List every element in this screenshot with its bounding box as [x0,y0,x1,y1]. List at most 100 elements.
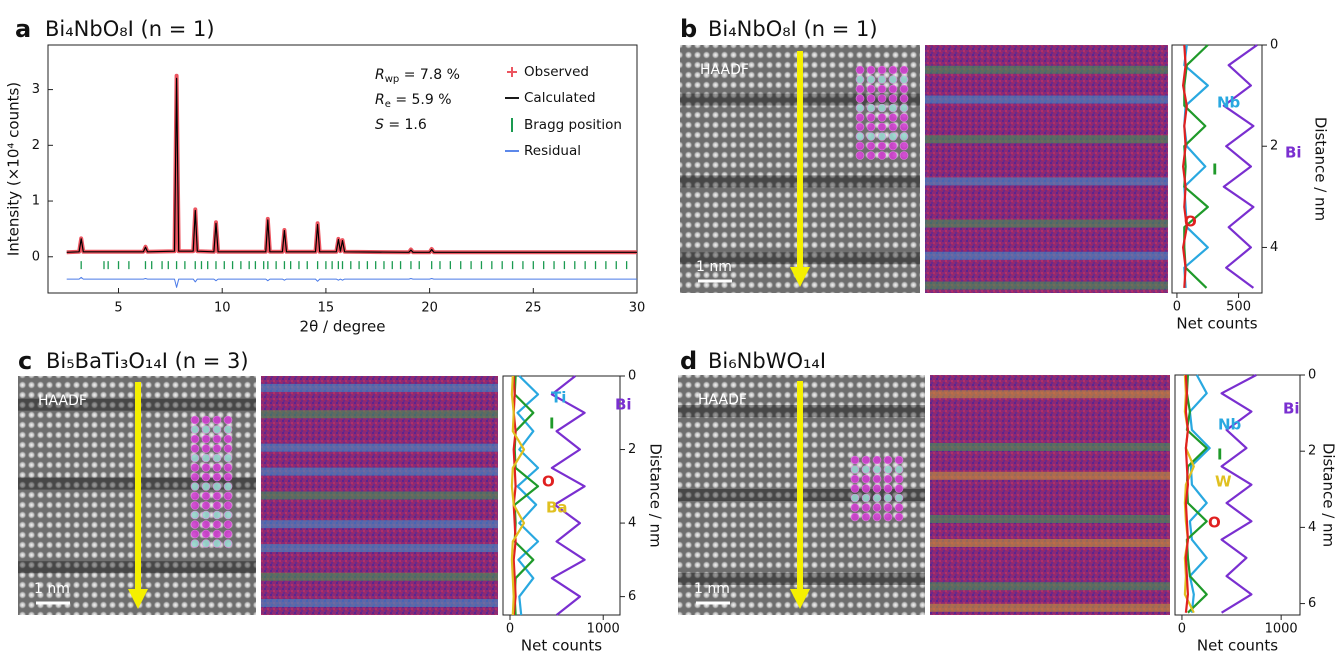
inset-atom [855,141,865,151]
inset-atom [223,425,233,434]
inset-atom [877,84,887,94]
eds-map [925,45,1168,293]
inset-atom [223,472,233,482]
inset-atom [190,539,200,548]
inset-atom [899,113,909,122]
panel-title: Bi₆NbWO₁₄I [708,349,826,373]
inset-atom [223,482,233,491]
inset-atom [850,455,860,465]
panel-label: c [18,347,32,375]
eds-stripe [261,599,498,608]
inset-atom [872,493,882,503]
annotation-subscript: e [385,99,391,110]
inset-atom [201,434,211,444]
inset-atom [850,512,860,522]
inset-atom [866,132,876,141]
inset-atom [201,491,211,501]
panel-label: a [15,15,31,43]
inset-atom [888,84,898,94]
inset-atom [872,455,882,465]
x-tick-label: 10 [214,301,231,316]
annotation: Re = 5.9 % [375,92,452,110]
inset-atom [866,113,876,122]
eds-stripe [261,410,498,419]
scan-arrow-head [790,589,810,609]
y-tick-label: 0 [1270,38,1278,53]
inset-atom [223,491,233,501]
inset-atom [894,455,904,465]
inset-atom [894,465,904,474]
eds-stripe [930,603,1170,612]
eds-stripe [925,65,1168,74]
profile-line [1182,44,1188,288]
inset-atom [201,501,211,510]
inset-atom [861,503,871,512]
inset-atom [861,465,871,474]
inset-atom [201,539,211,548]
inset-atom [190,453,200,463]
inset-atom [190,415,200,425]
y-tick-label: 0 [32,249,40,264]
eds-stripe [925,177,1168,186]
inset-atom [850,484,860,493]
scan-arrow-head [128,589,148,609]
y-tick-label: 1 [32,194,40,209]
inset-atom [190,463,200,472]
annotation-text: = 1.6 [384,117,427,133]
element-label: W [1215,473,1232,491]
inset-atom [888,75,898,84]
element-label: Ba [546,499,568,517]
inset-atom [877,75,887,84]
eds-stripe [261,520,498,529]
inset-atom [861,493,871,503]
inset-atom [899,151,909,160]
eds-stripe [261,544,498,553]
annotation-subscript: wp [385,74,400,85]
inset-atom [190,434,200,444]
inset-atom [894,484,904,493]
x-axis-label: 2θ / degree [300,318,386,336]
inset-atom [866,94,876,103]
inset-atom [883,512,893,522]
inset-atom [855,84,865,94]
inset-atom [899,94,909,103]
inset-atom [223,444,233,453]
inset-atom [223,501,233,510]
inset-atom [861,484,871,493]
inset-atom [877,103,887,113]
element-label: O [542,473,555,491]
inset-atom [877,141,887,151]
eds-stripe [261,491,498,500]
inset-atom [866,103,876,113]
image-modality: HAADF [700,62,749,78]
profile-frame [502,375,621,616]
annotation-symbol: R [375,67,385,83]
inset-atom [866,141,876,151]
profile-line [1222,44,1258,289]
scale-bar-label: 1 nm [694,581,730,597]
annotation: S = 1.6 [375,117,427,133]
series-line [66,276,637,288]
inset-atom [212,482,222,491]
inset-atom [223,463,233,472]
series-line [66,77,637,253]
inset-atom [888,141,898,151]
inset-atom [872,474,882,484]
scale-bar-label: 1 nm [34,581,70,597]
inset-atom [201,463,211,472]
inset-atom [888,113,898,122]
inset-atom [861,474,871,484]
x-tick-label: 20 [421,301,438,316]
panel-title: Bi₄NbO₈I (n = 1) [708,17,878,41]
y-axis-label: Distance / nm [1320,443,1338,547]
inset-atom [872,512,882,522]
inset-atom [855,65,865,75]
y-tick-label: 4 [1270,240,1278,255]
plot-frame [47,44,638,294]
inset-atom [201,453,211,463]
element-label: Bi [615,396,632,414]
inset-atom [866,122,876,132]
inset-atom [223,529,233,539]
y-tick-label: 6 [628,589,636,604]
inset-atom [877,94,887,103]
